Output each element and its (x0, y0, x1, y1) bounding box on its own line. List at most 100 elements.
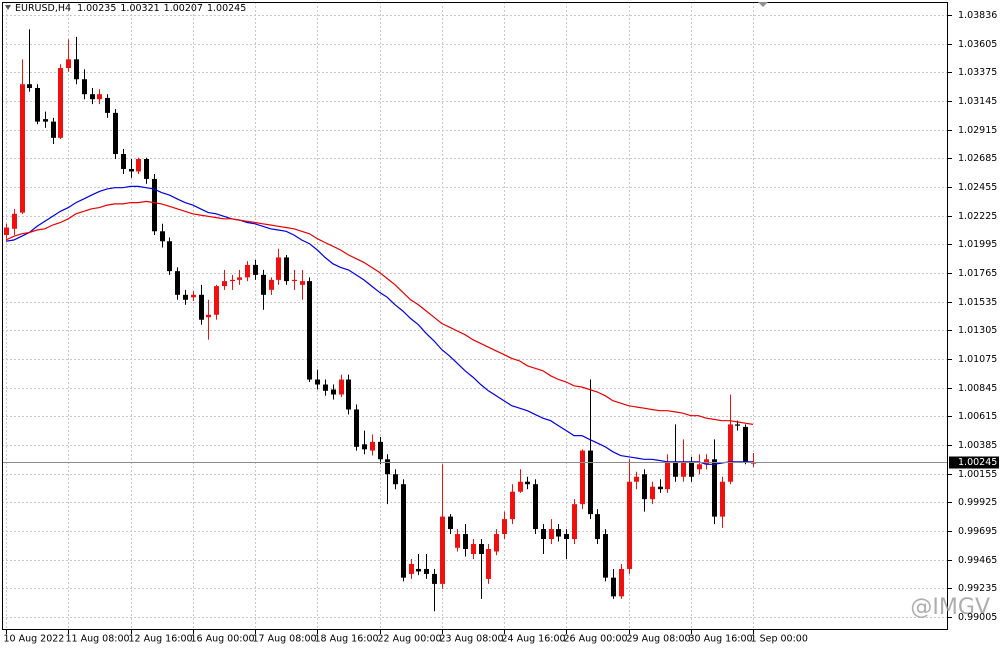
candle-body (743, 426, 748, 462)
chart-header: EURUSD,H4 1.00235 1.00321 1.00207 1.00245 (15, 3, 246, 14)
candle-body (378, 441, 383, 460)
candle-body (152, 178, 157, 232)
candle-body (315, 379, 320, 385)
y-tick-label: 1.03145 (958, 96, 997, 107)
candle-body (74, 59, 79, 80)
candle-body (502, 519, 507, 535)
candle-body (479, 544, 484, 554)
candle-body (261, 274, 266, 295)
candle-body (401, 484, 406, 578)
candle-body (175, 271, 180, 295)
x-tick-label: 10 Aug 2022 (4, 634, 65, 645)
y-tick-label: 1.00615 (958, 411, 997, 422)
y-tick-label: 1.02685 (958, 153, 997, 164)
x-tick-label: 22 Aug 00:00 (378, 634, 442, 645)
x-tick-label: 29 Aug 08:00 (627, 634, 691, 645)
candle-body (269, 279, 274, 290)
candle-body (362, 444, 367, 450)
x-tick-label: 1 Sep 00:00 (751, 634, 808, 645)
y-tick-label: 1.02915 (958, 125, 997, 136)
candle-body (346, 379, 351, 410)
candle-body (510, 491, 515, 520)
candle-body (525, 481, 530, 485)
candle-body (658, 486, 663, 490)
x-tick-label: 12 Aug 16:00 (129, 634, 193, 645)
candle-body (27, 84, 32, 88)
candle-body (339, 379, 344, 395)
candle-body (650, 486, 655, 500)
y-tick-label: 1.01535 (958, 297, 997, 308)
candle-body (634, 476, 639, 482)
header-close: 1.00245 (207, 3, 246, 14)
candle-body (704, 459, 709, 465)
y-tick-label: 0.99925 (958, 497, 997, 508)
candle-body (121, 154, 126, 169)
y-tick-label: 0.99235 (958, 583, 997, 594)
symbol-icon (5, 5, 11, 10)
candle-body (230, 279, 235, 282)
candle-body (455, 534, 460, 548)
candle-body (191, 294, 196, 298)
candle-body (424, 568, 429, 574)
candle-body (518, 481, 523, 492)
candle-body (276, 257, 281, 280)
candle-body (167, 241, 172, 272)
candle-body (580, 450, 585, 505)
candle-body (673, 461, 678, 477)
x-tick-label: 30 Aug 16:00 (689, 634, 753, 645)
x-tick-label: 24 Aug 16:00 (502, 634, 566, 645)
candle-body (284, 257, 289, 282)
x-tick-label: 26 Aug 00:00 (564, 634, 628, 645)
candle-body (665, 461, 670, 490)
grid (2, 2, 948, 630)
candle-body (588, 450, 593, 515)
candle-body (206, 314, 211, 318)
candle-body (90, 94, 95, 100)
candle-body (572, 504, 577, 540)
candle-body (385, 459, 390, 475)
y-tick-label: 1.03836 (958, 10, 997, 21)
candle-body (136, 159, 141, 172)
candle-body (393, 474, 398, 485)
candle-body (541, 529, 546, 540)
y-tick-label: 1.00845 (958, 383, 997, 394)
candle-body (720, 481, 725, 517)
candle-body (214, 286, 219, 315)
candle-body (20, 84, 25, 213)
plot-border (2, 2, 948, 630)
candle-body (494, 534, 499, 552)
candle-body (144, 159, 149, 179)
candle-body (331, 389, 336, 395)
current-price-box (949, 456, 999, 469)
candle-body (697, 464, 702, 470)
y-tick-label: 1.02225 (958, 211, 997, 222)
current-price-label: 1.00245 (958, 457, 997, 468)
y-tick-label: 0.99695 (958, 526, 997, 537)
y-tick-label: 1.03375 (958, 67, 997, 78)
candle-body (603, 534, 608, 578)
candle-body (735, 424, 740, 426)
moving-average-line (5, 200, 754, 425)
candle-body (728, 424, 733, 482)
candle-body (533, 484, 538, 530)
candle-body (43, 119, 48, 122)
candle-body (549, 529, 554, 540)
candle-body (751, 462, 756, 464)
candle-body (82, 79, 87, 95)
candle-body (51, 121, 56, 138)
x-tick-label: 17 Aug 08:00 (253, 634, 317, 645)
candle-body (66, 59, 71, 69)
candle-body (354, 409, 359, 447)
candle-body (253, 264, 258, 275)
candle-body (222, 281, 227, 287)
x-tick-label: 18 Aug 16:00 (315, 634, 379, 645)
x-tick-label: 11 Aug 08:00 (66, 634, 130, 645)
candle-body (627, 481, 632, 569)
candle-body (129, 168, 134, 172)
candle-body (564, 534, 569, 540)
y-tick-label: 1.01995 (958, 239, 997, 250)
candle-body (300, 281, 305, 285)
moving-average-line (5, 185, 753, 465)
